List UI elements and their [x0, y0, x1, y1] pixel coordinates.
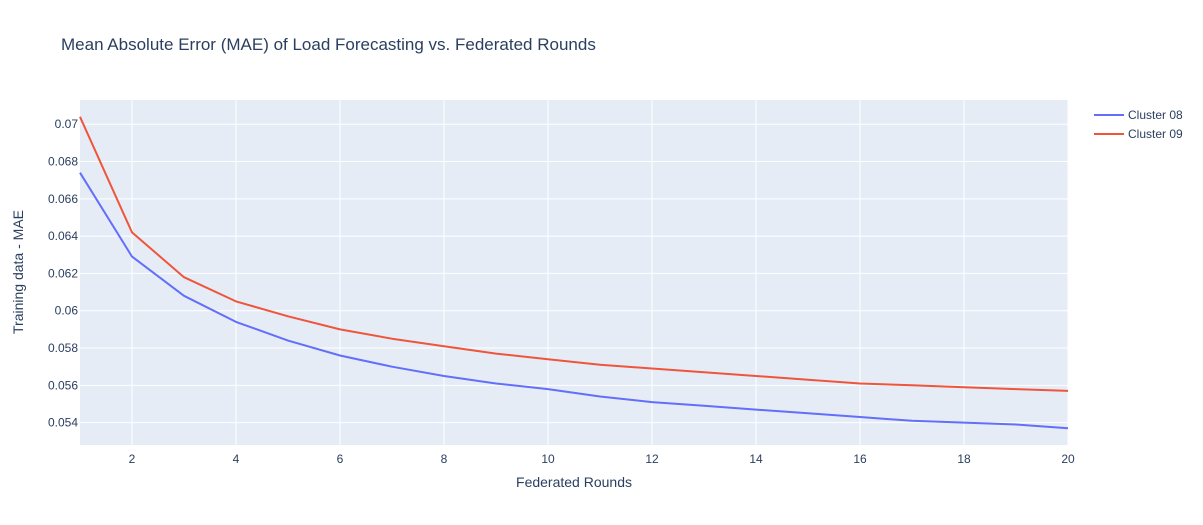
x-tick-label: 2 [129, 452, 136, 466]
chart-title: Mean Absolute Error (MAE) of Load Foreca… [61, 35, 596, 54]
y-tick-label: 0.07 [55, 117, 79, 131]
y-tick-label: 0.064 [48, 229, 78, 243]
y-tick-label: 0.062 [48, 266, 78, 280]
series-line-cluster-09 [79, 116, 1069, 392]
y-tick-label: 0.054 [48, 416, 78, 430]
legend: Cluster 08 Cluster 09 [1094, 108, 1183, 141]
x-tick-label: 20 [1061, 452, 1075, 466]
x-tick-label: 10 [541, 452, 555, 466]
x-tick-label: 18 [957, 452, 971, 466]
x-gridlines [131, 100, 1069, 445]
x-tick-label: 16 [853, 452, 867, 466]
x-tick-label: 12 [645, 452, 659, 466]
y-gridlines [80, 123, 1068, 424]
y-tick-label: 0.058 [48, 341, 78, 355]
series-line-cluster-08 [79, 172, 1069, 430]
legend-label-cluster-08: Cluster 08 [1128, 108, 1183, 122]
series-lines [79, 116, 1069, 430]
legend-label-cluster-09: Cluster 09 [1128, 127, 1183, 141]
x-tick-labels: 2 4 6 8 10 12 14 16 18 20 [129, 452, 1075, 466]
x-axis-title: Federated Rounds [516, 474, 632, 490]
x-tick-label: 14 [749, 452, 763, 466]
plot-area [80, 100, 1068, 445]
y-tick-labels: 0.054 0.056 0.058 0.06 0.062 0.064 0.066 0.068 0… [48, 117, 78, 429]
x-tick-label: 4 [233, 452, 240, 466]
y-tick-label: 0.068 [48, 155, 78, 169]
y-tick-label: 0.056 [48, 378, 78, 392]
x-tick-label: 8 [441, 452, 448, 466]
y-tick-label: 0.06 [55, 304, 79, 318]
y-tick-label: 0.066 [48, 192, 78, 206]
x-tick-label: 6 [337, 452, 344, 466]
y-axis-title: Training data - MAE [10, 210, 26, 334]
